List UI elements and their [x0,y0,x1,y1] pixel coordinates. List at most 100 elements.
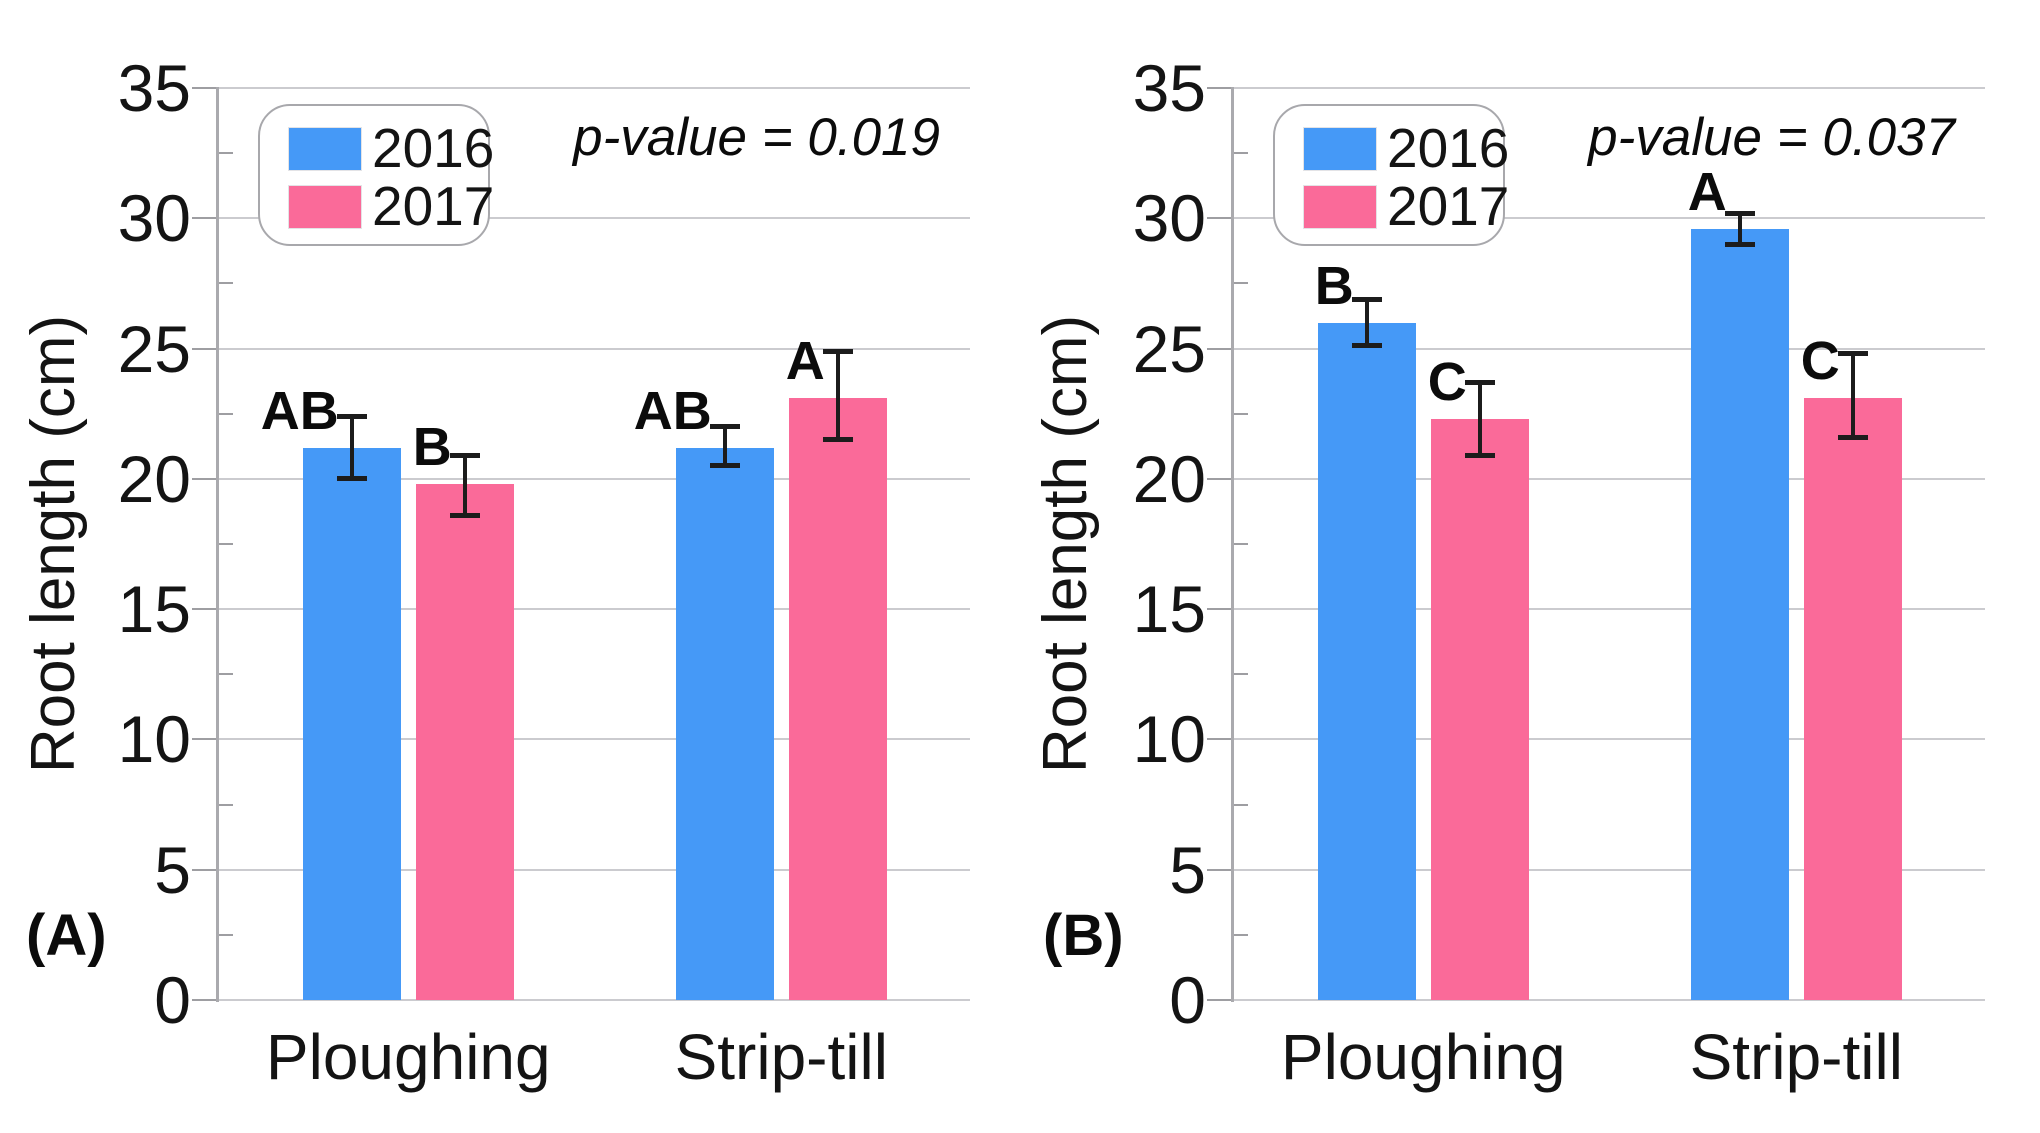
p-value-annotation: p-value = 0.037 [1588,108,1955,167]
y-tick-label: 10 [1132,702,1206,777]
bar-2017-ploughing [1430,418,1529,1000]
y-major-tick [192,608,218,611]
y-major-tick [1207,87,1233,89]
category-label-strip-till: Strip-till [674,1021,888,1093]
bar-2017-ploughing [415,484,514,1000]
error-bar-2017-ploughing [1477,382,1482,456]
gridline-y15 [218,608,970,611]
gridline-y30 [218,217,970,220]
y-major-tick [1207,868,1233,871]
sig-letter-2017-strip-till: A [785,331,825,392]
panel-label-a: (A) [26,903,107,968]
y-minor-tick [1233,282,1248,285]
y-major-tick [192,738,218,741]
y-tick-label: 20 [1132,441,1206,516]
y-minor-tick [1233,673,1248,676]
y-minor-tick [1233,543,1248,545]
sig-letter-2017-ploughing: C [1427,351,1467,412]
legend-row-2016: 2016 [260,121,494,176]
y-tick-label: 20 [117,441,191,516]
error-bar-2016-ploughing [1364,299,1369,346]
y-minor-tick [1233,803,1248,806]
y-tick-label: 15 [1132,572,1206,647]
sig-letter-2016-strip-till: A [1687,161,1727,222]
bar-2016-ploughing [1317,322,1416,1000]
gridline-y15 [1233,608,1985,611]
error-bar-2016-ploughing [349,416,354,479]
gridline-y35 [218,87,970,89]
y-tick-label: 15 [117,572,191,647]
category-label-ploughing: Ploughing [265,1021,551,1093]
gridline-y5 [1233,868,1985,871]
gridline-y20 [218,477,970,480]
legend: 2016 2017 [1273,104,1509,246]
y-tick-label: 35 [117,51,191,125]
y-tick-label: 25 [117,311,191,386]
y-tick-label: 5 [1169,832,1206,907]
error-bar-cap-top [336,413,367,419]
error-bar-2016-strip-till [722,426,727,466]
y-major-tick [1207,999,1233,1001]
y-major-tick [1207,738,1233,741]
error-bar-cap-bottom [336,476,367,482]
panel-label-b: (B) [1043,903,1124,968]
y-minor-tick [1233,933,1248,936]
y-minor-tick [218,412,233,415]
legend-swatch-2017 [288,185,362,229]
legend: 2016 2017 [258,104,494,246]
error-bar-cap-bottom [709,463,740,469]
y-tick-label: 0 [154,963,191,1037]
error-bar-cap-bottom [822,437,853,443]
y-axis-line [1231,87,1234,1002]
legend-swatch-2017 [1303,185,1377,229]
sig-letter-2016-ploughing: AB [260,380,339,441]
error-bar-cap-top [822,348,853,354]
y-axis-line [216,87,219,1002]
y-tick-label: 0 [1169,963,1206,1037]
error-bar-2016-strip-till [1737,213,1742,245]
gridline-y20 [1233,477,1985,480]
y-minor-tick [218,282,233,285]
y-tick-label: 35 [1132,51,1206,125]
error-bar-cap-bottom [1724,241,1755,247]
p-value-annotation: p-value = 0.019 [573,108,940,167]
y-major-tick [1207,217,1233,220]
y-minor-tick [1233,412,1248,415]
legend-label-2017: 2017 [372,175,495,237]
legend-label-2017: 2017 [1387,175,1510,237]
gridline-y10 [218,738,970,741]
y-major-tick [192,477,218,480]
error-bar-2017-strip-till [835,351,840,440]
y-tick-label: 30 [1132,181,1206,256]
legend-row-2017: 2017 [1275,179,1509,234]
y-tick-label: 10 [117,702,191,777]
legend-label-2016: 2016 [1387,117,1510,179]
gridline-y5 [218,868,970,871]
error-bar-2017-ploughing [462,455,467,516]
legend-swatch-2016 [288,127,362,171]
y-minor-tick [218,803,233,806]
y-tick-label: 30 [117,181,191,256]
y-major-tick [192,999,218,1001]
error-bar-cap-top [709,424,740,430]
gridline-y10 [1233,738,1985,741]
error-bar-cap-bottom [1837,434,1868,440]
gridline-y25 [218,347,970,350]
category-label-ploughing: Ploughing [1280,1021,1566,1093]
error-bar-2017-strip-till [1850,353,1855,438]
legend-row-2016: 2016 [1275,121,1509,176]
sig-letter-2017-strip-till: C [1800,331,1840,392]
error-bar-cap-top [1837,351,1868,357]
gridline-y0 [218,999,970,1001]
error-bar-cap-top [1464,379,1495,385]
y-tick-label: 5 [154,832,191,907]
legend-row-2017: 2017 [260,179,494,234]
error-bar-cap-bottom [1464,452,1495,458]
legend-swatch-2016 [1303,127,1377,171]
y-minor-tick [218,673,233,676]
gridline-y25 [1233,347,1985,350]
bar-2016-strip-till [1690,228,1789,1000]
sig-letter-2016-strip-till: AB [633,380,712,441]
y-major-tick [192,87,218,89]
